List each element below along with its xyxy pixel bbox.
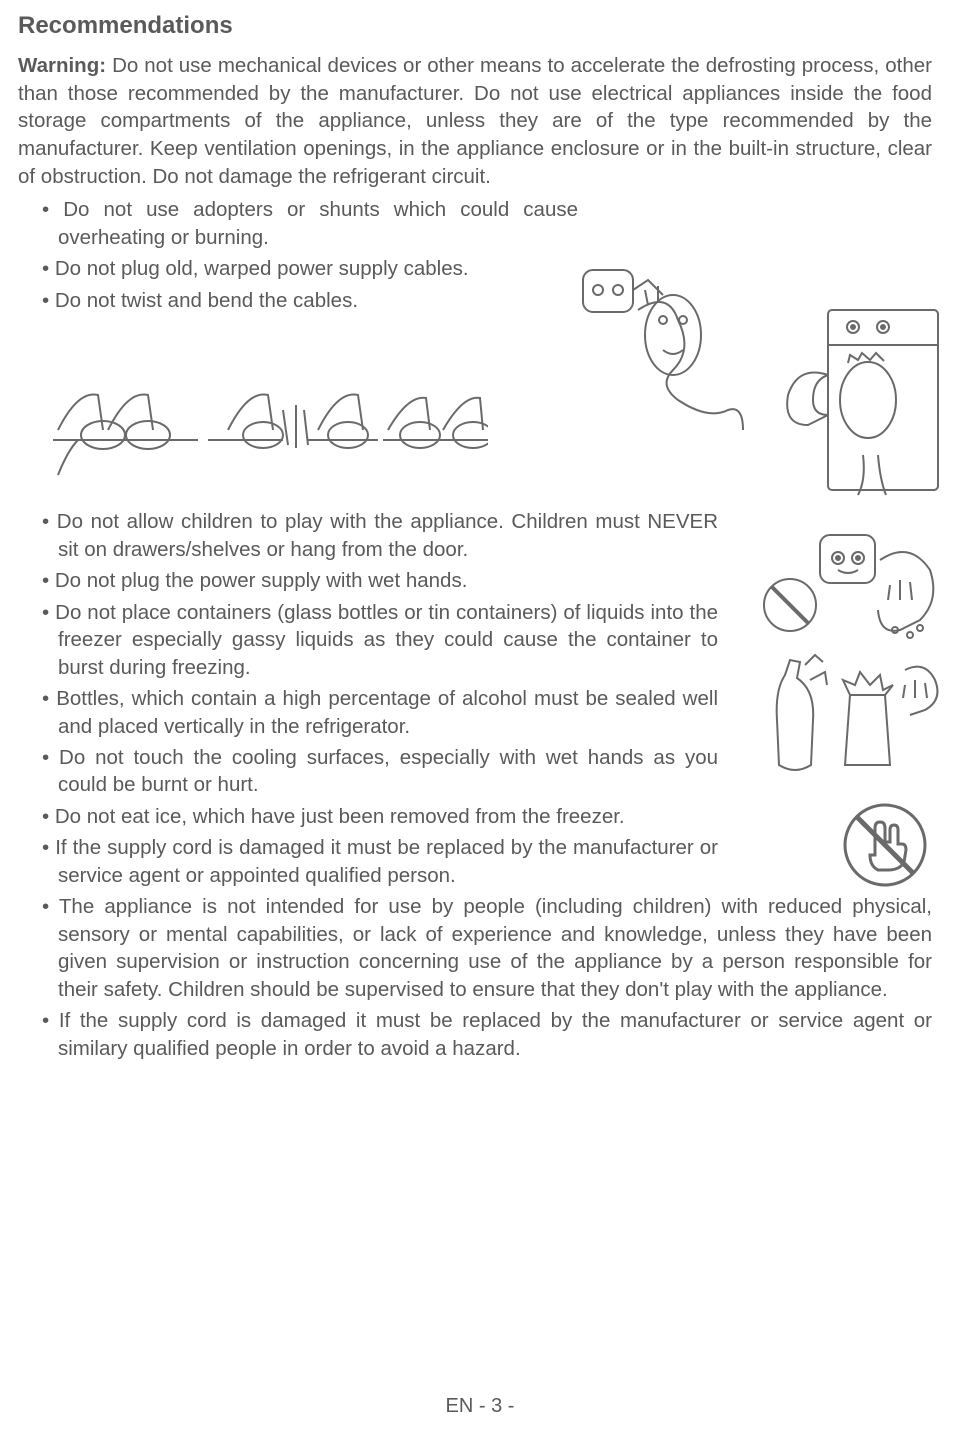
plug-socket-icon [578, 260, 748, 460]
intro-text: Do not use mechanical devices or other m… [18, 54, 932, 188]
list-item: Do not touch the cooling surfaces, espec… [18, 744, 718, 799]
hands-cable-icon [48, 340, 488, 480]
list-item: If the supply cord is damaged it must be… [18, 1007, 932, 1062]
bullet-list-full: The appliance is not intended for use by… [18, 893, 932, 1062]
list-item: The appliance is not intended for use by… [18, 893, 932, 1003]
warning-paragraph: Warning: Do not use mechanical devices o… [18, 52, 932, 190]
list-item: Do not eat ice, which have just been rem… [18, 803, 718, 830]
no-touch-icon [840, 800, 930, 890]
fridge-character-icon [778, 305, 948, 505]
list-item: Do not use adopters or shunts which coul… [18, 196, 578, 251]
list-item: If the supply cord is damaged it must be… [18, 834, 718, 889]
bottle-burst-icon [755, 650, 945, 780]
list-item: Do not place containers (glass bottles o… [18, 599, 718, 681]
list-item: Do not plug the power supply with wet ha… [18, 567, 718, 594]
wet-hand-socket-icon [760, 530, 940, 650]
illustration-row [18, 320, 932, 500]
section-title: Recommendations [18, 12, 932, 40]
page-footer: EN - 3 - [0, 1395, 960, 1418]
list-item: Do not plug old, warped power supply cab… [18, 255, 578, 282]
list-item: Do not twist and bend the cables. [18, 287, 578, 314]
list-item: Bottles, which contain a high percentage… [18, 685, 718, 740]
warning-label: Warning: [18, 54, 106, 77]
bullet-list-top: Do not use adopters or shunts which coul… [18, 196, 932, 314]
list-item: Do not allow children to play with the a… [18, 508, 718, 563]
